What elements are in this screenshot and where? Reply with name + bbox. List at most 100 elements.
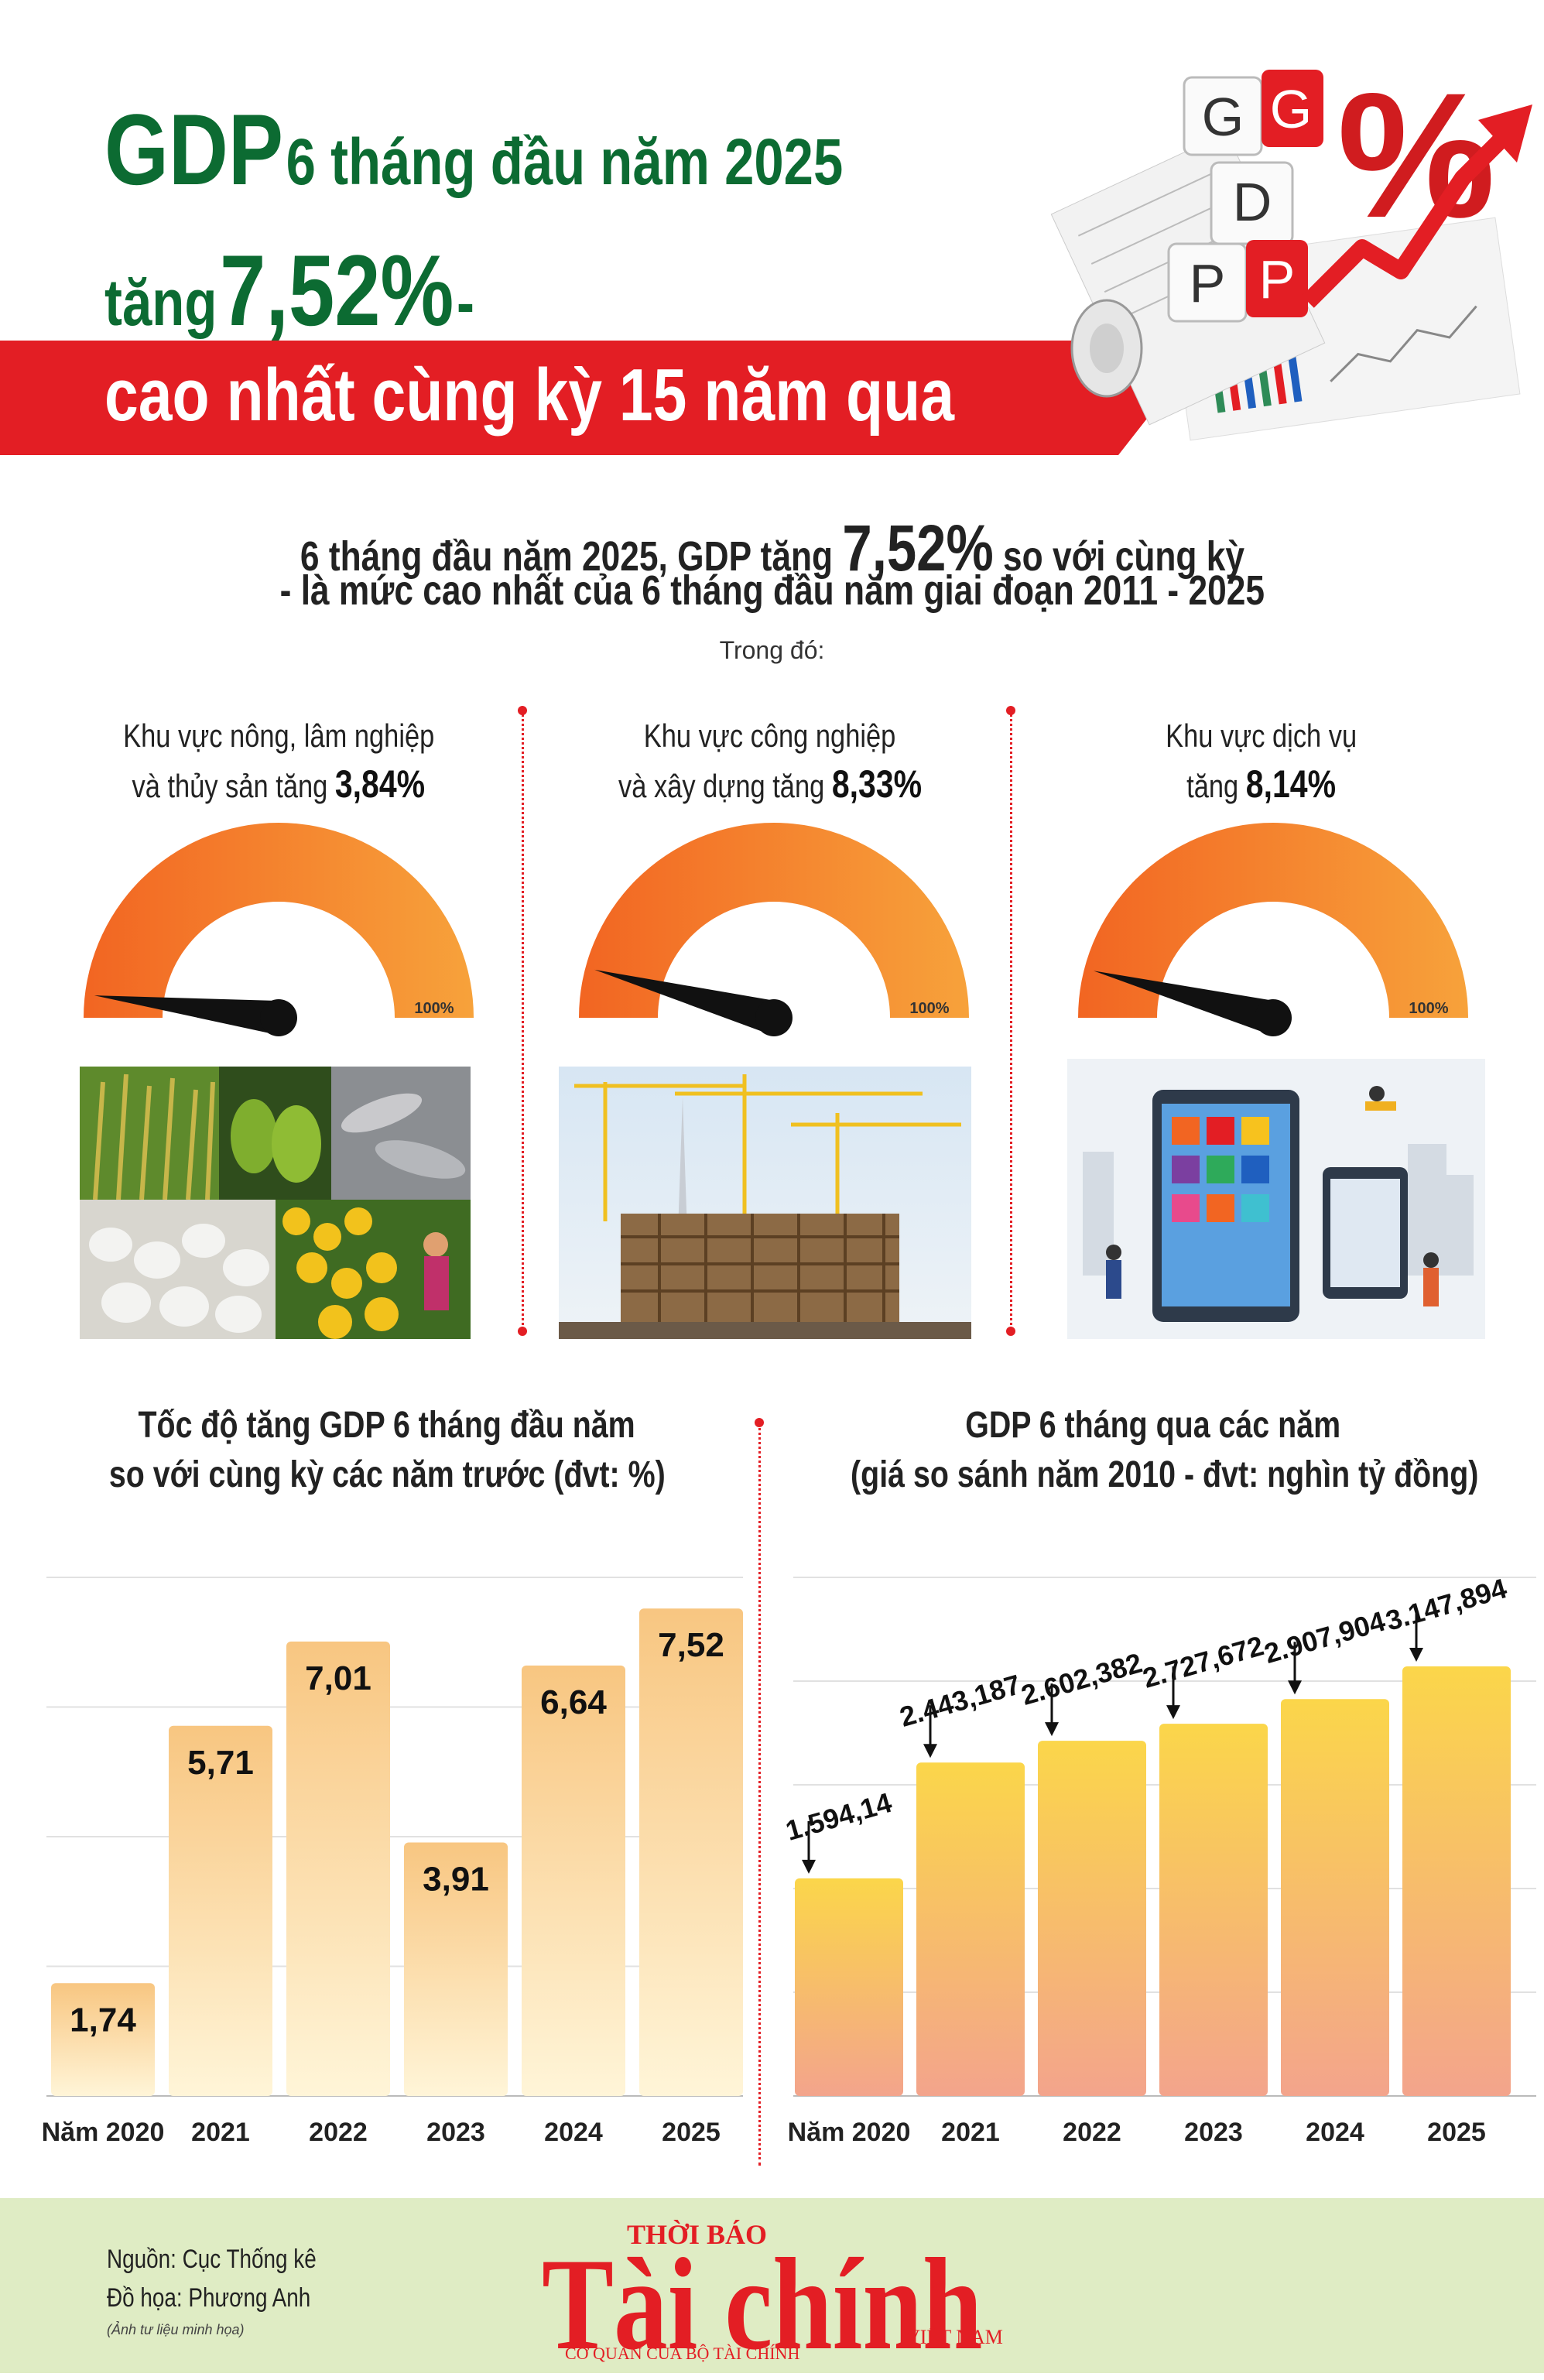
bar-1 bbox=[169, 1725, 272, 2096]
summary-value: 7,52% bbox=[841, 512, 994, 584]
data-label-2: 2.602,382 bbox=[1018, 1646, 1145, 1711]
x-tick-label-2: 2022 bbox=[309, 2118, 368, 2147]
data-label-5: 3.147,894 bbox=[1382, 1572, 1510, 1637]
footer: Nguồn: Cục Thống kê Đồ họa: Phương Anh (… bbox=[0, 2198, 1544, 2377]
divider-dot bbox=[518, 706, 527, 715]
logo-sub: CƠ QUAN CỦA BỘ TÀI CHÍNH bbox=[565, 2344, 800, 2363]
x-tick-label-1: 2021 bbox=[941, 2118, 1000, 2147]
label-arrow-5 bbox=[1409, 1647, 1423, 1662]
divider-dot bbox=[1006, 706, 1015, 715]
data-label-0: 1.594,14 bbox=[782, 1786, 895, 1847]
x-tick-label-4: 2024 bbox=[1306, 2118, 1364, 2147]
services-photo bbox=[1067, 1059, 1485, 1339]
data-label-3: 3,91 bbox=[423, 1861, 489, 1899]
logo-top: THỜI BÁO bbox=[627, 2219, 768, 2250]
gauges: 100% 100% 100% bbox=[84, 823, 1468, 1036]
sector-divider-2 bbox=[1010, 711, 1012, 1330]
x-tick-label-3: 2023 bbox=[1184, 2118, 1243, 2147]
logo-vn: VIỆT NAM bbox=[906, 2326, 1003, 2348]
headline-gdp: GDP bbox=[104, 93, 284, 206]
gauge-arc-2 bbox=[1078, 823, 1468, 1018]
bar-4 bbox=[522, 1665, 625, 2096]
data-label-1: 2.443,187 bbox=[896, 1668, 1024, 1733]
data-label-0: 1,74 bbox=[70, 2001, 136, 2039]
summary-line1-post: so với cùng kỳ bbox=[1002, 533, 1244, 580]
x-tick-label-2: 2022 bbox=[1063, 2118, 1121, 2147]
gauge-needle-2 bbox=[1093, 971, 1278, 1035]
x-tick-label-3: 2023 bbox=[426, 2118, 485, 2147]
bar-3 bbox=[404, 1842, 508, 2096]
bar-5 bbox=[639, 1608, 743, 2096]
sector-label-services: Khu vực dịch vụ tăng 8,14% bbox=[1166, 717, 1357, 806]
data-label-2: 7,01 bbox=[305, 1659, 371, 1697]
gauge-hub-1 bbox=[755, 999, 793, 1036]
header: GDP 6 tháng đầu năm 2025 tăng 7,52% - ca… bbox=[0, 0, 1544, 480]
cube-letter-d: D bbox=[1233, 172, 1272, 232]
data-label-4: 2.907,904 bbox=[1261, 1604, 1388, 1669]
divider-dot bbox=[1006, 1327, 1015, 1336]
headline-banner-text: cao nhất cùng kỳ 15 năm qua bbox=[104, 354, 955, 437]
chart1-title: Tốc độ tăng GDP 6 tháng đầu năm so với c… bbox=[108, 1405, 666, 1495]
sector-divider-1 bbox=[522, 711, 524, 1330]
bar-5 bbox=[1402, 1666, 1511, 2096]
gauge-max-label-1: 100% bbox=[909, 1000, 949, 1017]
bar-0 bbox=[51, 1983, 155, 2096]
headline-tang: tăng bbox=[104, 266, 217, 339]
x-tick-label-0: Năm 2020 bbox=[788, 2118, 911, 2147]
data-label-4: 6,64 bbox=[540, 1683, 607, 1721]
headline-dash: - bbox=[456, 266, 474, 339]
headline-line2: tăng 7,52% - bbox=[104, 232, 556, 348]
data-label-3: 2.727,672 bbox=[1139, 1629, 1267, 1694]
bar-0 bbox=[795, 1878, 903, 2096]
logo-main: Tài chính bbox=[542, 2231, 983, 2377]
cube-letter-g1: G bbox=[1202, 87, 1244, 147]
label-arrow-1 bbox=[923, 1744, 937, 1758]
gauge-hub-2 bbox=[1255, 999, 1292, 1036]
summary-line1: 6 tháng đầu năm 2025, GDP tăng 7,52% so … bbox=[0, 511, 1544, 586]
bar-1 bbox=[916, 1762, 1025, 2096]
gdp-illustration: G G D P P % bbox=[1050, 56, 1532, 441]
source-credit: Nguồn: Cục Thống kê bbox=[107, 2245, 317, 2274]
headline-value: 7,52% bbox=[220, 234, 454, 347]
image-note: (Ảnh tư liệu minh họa) bbox=[107, 2322, 245, 2337]
gauge-arc-0 bbox=[84, 823, 474, 1018]
bar-4 bbox=[1281, 1699, 1389, 2096]
x-tick-label-0: Năm 2020 bbox=[42, 2118, 165, 2147]
label-arrow-4 bbox=[1288, 1680, 1302, 1695]
headline-banner bbox=[0, 341, 1118, 455]
x-tick-label-1: 2021 bbox=[191, 2118, 250, 2147]
gdp-value-chart: Năm 2020 1.594,14 2021 2.443,187 2022 2.602,3… bbox=[782, 1572, 1536, 2147]
percent-sign: % bbox=[1337, 56, 1496, 255]
gauge-hub-0 bbox=[260, 999, 297, 1036]
agriculture-photo bbox=[80, 1067, 471, 1339]
headline-line1: GDP 6 tháng đầu năm 2025 bbox=[104, 91, 1005, 207]
construction-photo bbox=[559, 1067, 971, 1339]
label-arrow-2 bbox=[1045, 1722, 1059, 1737]
gauge-needle-1 bbox=[594, 969, 779, 1035]
summary-line2: - là mức cao nhất của 6 tháng đầu năm gi… bbox=[279, 567, 1265, 614]
data-label-1: 5,71 bbox=[187, 1744, 254, 1782]
x-tick-label-5: 2025 bbox=[1427, 2118, 1486, 2147]
label-arrow-0 bbox=[802, 1859, 816, 1874]
cube-letter-p1: P bbox=[1190, 253, 1226, 313]
cube-letter-p2: P bbox=[1259, 249, 1296, 310]
sector-label-industry: Khu vực công nghiệp và xây dựng tăng 8,3… bbox=[618, 717, 923, 806]
headline-period: 6 tháng đầu năm 2025 bbox=[286, 125, 844, 198]
x-tick-label-5: 2025 bbox=[662, 2118, 721, 2147]
sector-label-agriculture: Khu vực nông, lâm nghiệp và thủy sản tăn… bbox=[122, 717, 435, 806]
gdp-cubes: G G D P P bbox=[1167, 70, 1323, 323]
gauge-max-label-2: 100% bbox=[1409, 1000, 1448, 1017]
x-tick-label-4: 2024 bbox=[544, 2118, 603, 2147]
logo: THỜI BÁO Tài chính VIỆT NAM CƠ QUAN CỦA … bbox=[542, 2198, 1022, 2377]
design-credit: Đồ họa: Phương Anh bbox=[107, 2283, 311, 2313]
label-arrow-3 bbox=[1166, 1705, 1180, 1720]
chart2-title: GDP 6 tháng qua các năm (giá so sánh năm… bbox=[851, 1405, 1479, 1495]
cube-letter-g2: G bbox=[1270, 79, 1312, 139]
summary-line1-pre: 6 tháng đầu năm 2025, GDP tăng bbox=[300, 533, 833, 580]
gdp-growth-chart: Năm 2020 1,74 2021 5,71 2022 7,01 2023 3,91 2024… bbox=[42, 1577, 743, 2147]
gauge-arc-1 bbox=[579, 823, 969, 1018]
chart-divider bbox=[758, 1423, 761, 2166]
gauge-needle-0 bbox=[94, 995, 281, 1035]
data-label-5: 7,52 bbox=[658, 1626, 724, 1664]
divider-dot bbox=[518, 1327, 527, 1336]
